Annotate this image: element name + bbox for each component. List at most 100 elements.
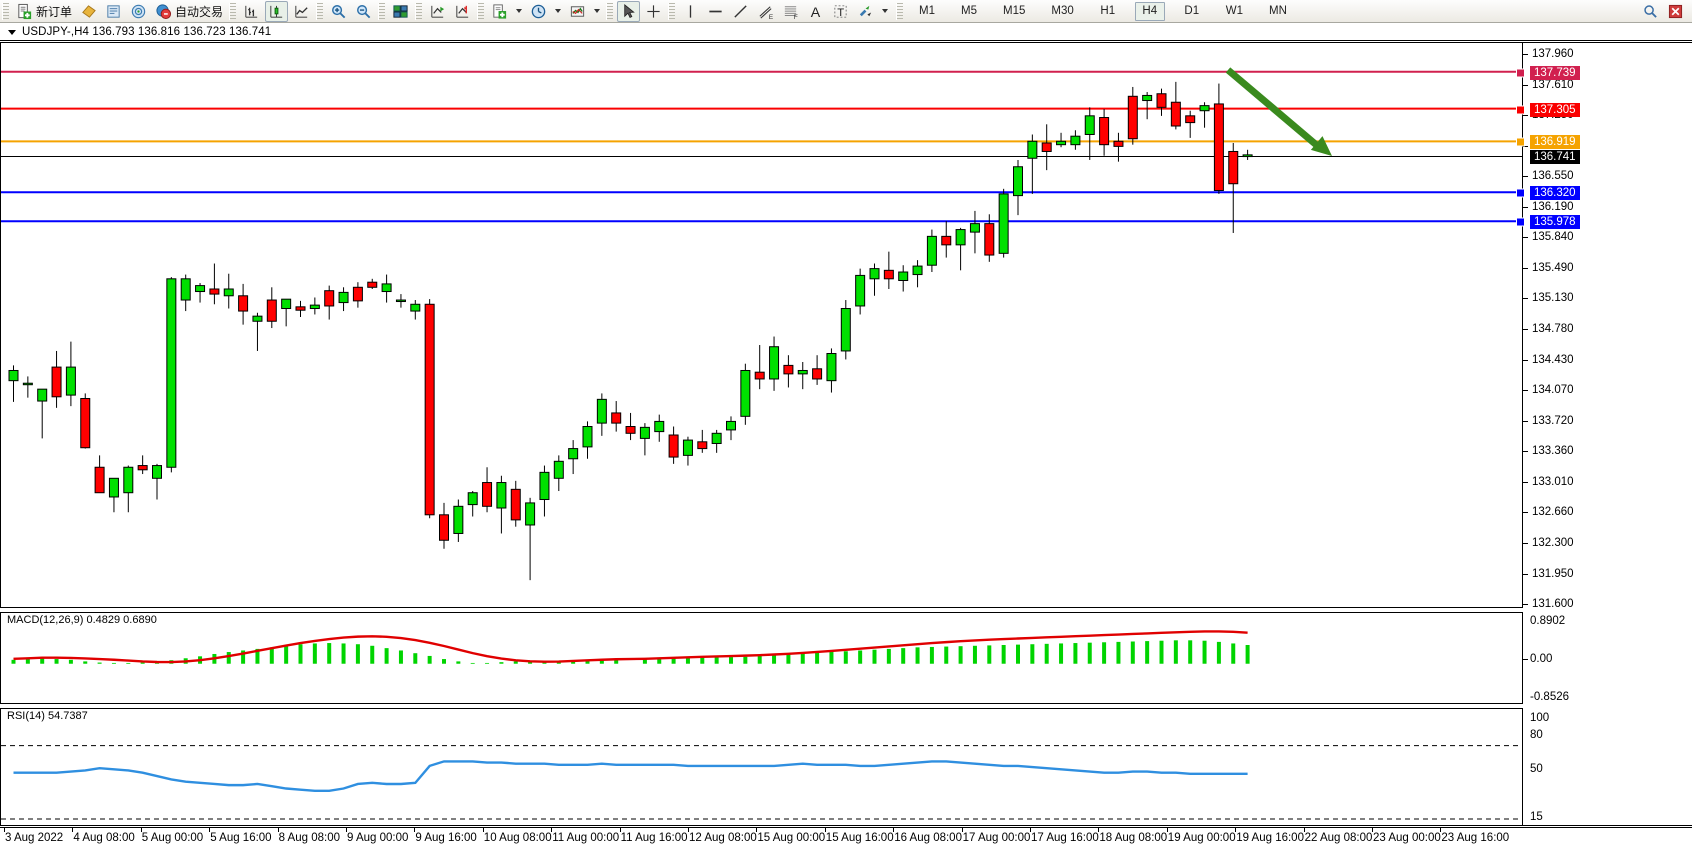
auto-scroll-button[interactable] [426, 1, 449, 22]
text-label-button[interactable]: T [829, 1, 852, 22]
rsi-line [13, 760, 1248, 792]
rsi-pane[interactable]: RSI(14) 54.7387 [0, 708, 1523, 826]
equidistant-channel-button[interactable]: E [754, 1, 777, 22]
toolbar-grip-cursor-tools[interactable] [606, 2, 614, 20]
toolbar-grip-shift[interactable] [415, 2, 423, 20]
timeframe-d1-button[interactable]: D1 [1184, 5, 1200, 17]
toolbar-grip-trading[interactable] [2, 2, 9, 20]
price-tick [1523, 206, 1528, 208]
new-order-button[interactable]: 新订单 [13, 1, 75, 22]
candle-body [166, 278, 177, 468]
arrows-dropdown-button[interactable] [879, 1, 891, 22]
price-badge-support-line[interactable]: 135.978 [1530, 215, 1580, 230]
price-tick-label: 136.190 [1532, 200, 1574, 213]
timeframe-h1-button[interactable]: H1 [1100, 5, 1116, 17]
time-tick-label: 15 Aug 16:00 [825, 832, 894, 844]
indicators-button[interactable] [566, 1, 589, 22]
vertical-line-button[interactable] [679, 1, 702, 22]
arrows-button[interactable] [854, 1, 877, 22]
toolbar-grip-chart-type[interactable] [229, 2, 237, 20]
level-drag-handle[interactable] [1516, 188, 1525, 198]
cursor-arrow-button[interactable] [617, 0, 641, 22]
chart-shift-button[interactable] [451, 1, 474, 22]
bar-chart-button[interactable] [240, 1, 263, 22]
candle-body [352, 286, 363, 302]
candle-body [941, 235, 952, 246]
market-watch-button[interactable] [77, 1, 100, 22]
text-icon: A [807, 3, 824, 20]
new-chart-dropdown-button[interactable] [513, 1, 525, 22]
candle-body [510, 488, 521, 521]
navigator-button[interactable] [127, 1, 150, 22]
close-window-icon[interactable] [1664, 1, 1687, 22]
candle-body [1127, 95, 1138, 140]
candle-body [639, 426, 650, 439]
price-tick-label: 136.550 [1532, 170, 1574, 183]
candle-body [1099, 117, 1110, 146]
svg-text:E: E [769, 14, 774, 20]
tile-windows-button[interactable] [389, 1, 412, 22]
price-pane[interactable] [0, 42, 1523, 608]
level-drag-handle[interactable] [1516, 68, 1525, 78]
time-scale[interactable]: 3 Aug 2022 4 Aug 08:00 5 Aug 00:00 5 Aug 16… [0, 827, 1692, 847]
toolbar-grip-timeframes[interactable] [896, 2, 904, 20]
toolbar-grip-drawing-tools[interactable] [668, 2, 676, 20]
price-badge-resistance-line[interactable]: 137.305 [1530, 102, 1580, 117]
macd-scale-tick [1523, 659, 1528, 660]
timeframe-w1-button[interactable]: W1 [1225, 5, 1244, 17]
price-badge-support-line[interactable]: 136.320 [1530, 186, 1580, 201]
toolbar-grip-layout[interactable] [378, 2, 386, 20]
horizontal-line-button[interactable] [704, 1, 727, 22]
level-drag-handle[interactable] [1516, 217, 1525, 227]
time-tick [619, 828, 621, 832]
autotrading-button[interactable]: 自动交易 [152, 1, 226, 22]
timeframe-m15-button[interactable]: M15 [1003, 5, 1026, 17]
fibonacci-retracement-button[interactable]: F [779, 1, 802, 22]
period-clock-dropdown-button[interactable] [552, 1, 564, 22]
candle-body [998, 193, 1009, 254]
data-window-button[interactable] [102, 1, 125, 22]
indicators-dropdown-button[interactable] [591, 1, 603, 22]
time-tick [1303, 828, 1305, 832]
new-chart-button[interactable] [488, 1, 511, 22]
price-badge-pivot-line[interactable]: 136.919 [1530, 135, 1580, 150]
timeframe-m30-button[interactable]: M30 [1051, 5, 1074, 17]
candle-body [668, 434, 679, 458]
timeframe-mn-button[interactable]: MN [1269, 5, 1287, 17]
time-tick-label: 22 Aug 08:00 [1304, 832, 1373, 844]
toolbar-grip-zoom[interactable] [316, 2, 324, 20]
chart-menu-dropdown-icon[interactable] [8, 29, 16, 35]
candle-body [281, 298, 292, 310]
price-scale[interactable]: 137.960137.610137.250136.890136.550136.1… [1516, 42, 1692, 826]
market-watch-icon [80, 3, 97, 20]
price-tick [1523, 359, 1528, 361]
new-order-label: 新订单 [36, 4, 73, 19]
level-drag-handle[interactable] [1516, 105, 1525, 115]
price-badge-resistance-line[interactable]: 137.739 [1530, 65, 1580, 80]
candle-body [525, 502, 536, 526]
down-trend-arrow[interactable] [1225, 67, 1332, 156]
text-button[interactable]: A [804, 1, 827, 22]
crosshair-button[interactable] [642, 1, 665, 22]
zoom-out-button[interactable] [352, 1, 375, 22]
candle-body [1228, 150, 1239, 185]
candle-body [223, 288, 234, 297]
candle-body [295, 306, 306, 311]
macd-pane[interactable]: MACD(12,26,9) 0.4829 0.6890 [0, 612, 1523, 704]
line-chart-icon [293, 3, 310, 20]
candle-body [711, 432, 722, 444]
toolbar-grip-insert[interactable] [477, 2, 485, 20]
candlestick-chart-button[interactable] [265, 0, 289, 22]
timeframe-m1-button[interactable]: M1 [919, 5, 936, 17]
line-chart-button[interactable] [290, 1, 313, 22]
svg-text:F: F [794, 14, 798, 20]
period-clock-button[interactable] [527, 1, 550, 22]
macd-scale-label: 0.8902 [1530, 615, 1566, 627]
timeframe-m5-button[interactable]: M5 [961, 5, 978, 17]
timeframe-h4-button[interactable]: H4 [1134, 1, 1165, 21]
zoom-in-button[interactable] [327, 1, 350, 22]
level-drag-handle[interactable] [1516, 137, 1525, 147]
search-icon[interactable] [1639, 1, 1662, 22]
trendline-button[interactable] [729, 1, 752, 22]
price-badge-current-price[interactable]: 136.741 [1530, 150, 1580, 165]
